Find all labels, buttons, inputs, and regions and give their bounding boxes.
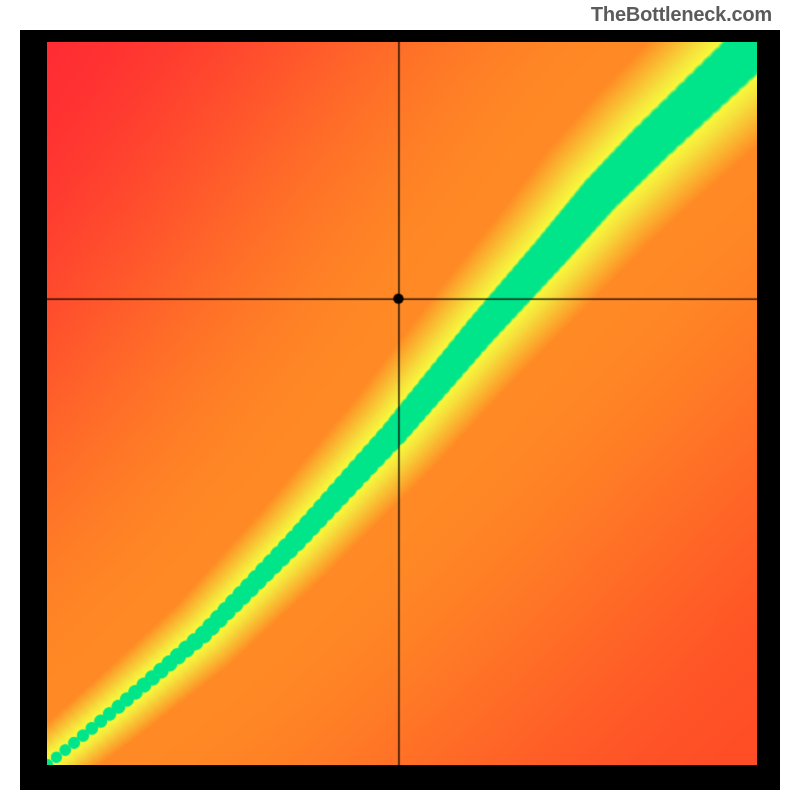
heatmap-canvas [47, 42, 757, 765]
plot-border [20, 30, 780, 790]
watermark: TheBottleneck.com [591, 4, 772, 27]
heatmap-area [47, 42, 757, 765]
